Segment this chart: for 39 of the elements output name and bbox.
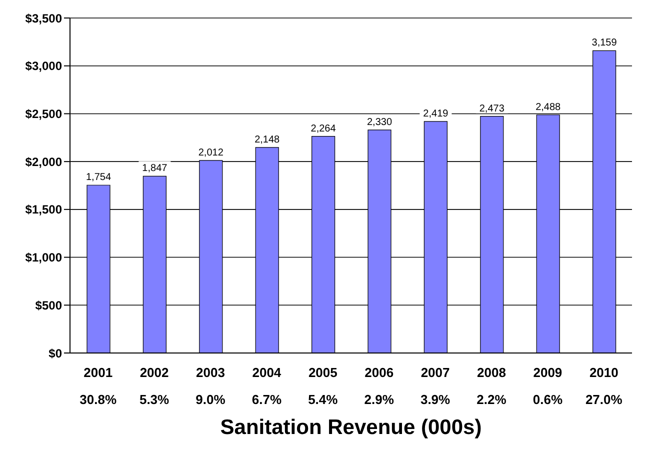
x-tick-label: 2003 [196, 365, 225, 380]
text: 5.4% [308, 392, 338, 407]
y-tick-label: $0 [48, 346, 62, 360]
data-label: 2,012 [198, 147, 224, 158]
data-label: 2,488 [536, 102, 562, 113]
y-tick-label: $500 [35, 298, 62, 312]
x-tick-label: 2002 [140, 365, 169, 380]
y-tick-label: $3,000 [25, 59, 62, 74]
data-label: 3,159 [592, 38, 618, 49]
text: Sanitation Revenue (000s) [219, 416, 483, 440]
data-label: 2,419 [423, 108, 449, 120]
x-tick-label: 2009 [533, 365, 562, 380]
text: 0.6% [532, 392, 563, 407]
text: 27.0% [585, 392, 623, 407]
text: 6.7% [252, 392, 282, 407]
text: 3.9% [420, 392, 451, 407]
data-label: 2,148 [254, 134, 280, 146]
x-tick-label: 2005 [308, 365, 338, 380]
text: 2.9% [364, 392, 394, 407]
y-tick-label: $2,500 [25, 106, 62, 121]
data-label: 2,330 [366, 116, 392, 128]
data-label: 1,754 [86, 172, 112, 184]
y-tick-label: $1,500 [25, 202, 62, 217]
x-tick-label: 2001 [84, 365, 113, 380]
text: 9.0% [196, 392, 226, 407]
text: 30.8% [80, 392, 117, 407]
data-label: 2,264 [310, 123, 336, 134]
x-tick-label: 2008 [477, 365, 506, 380]
text: 5.3% [139, 392, 170, 407]
x-tick-label: 2006 [364, 365, 394, 380]
data-label: 1,847 [142, 163, 168, 174]
x-tick-label: 2007 [420, 365, 450, 380]
y-tick-label: $2,000 [25, 154, 62, 169]
text: 2.2% [476, 392, 507, 407]
x-tick-label: 2010 [589, 365, 618, 380]
data-label: 2,473 [479, 103, 505, 114]
y-tick-label: $1,000 [25, 250, 62, 265]
x-tick-label: 2004 [252, 365, 282, 380]
y-tick-label: $3,500 [25, 11, 62, 26]
